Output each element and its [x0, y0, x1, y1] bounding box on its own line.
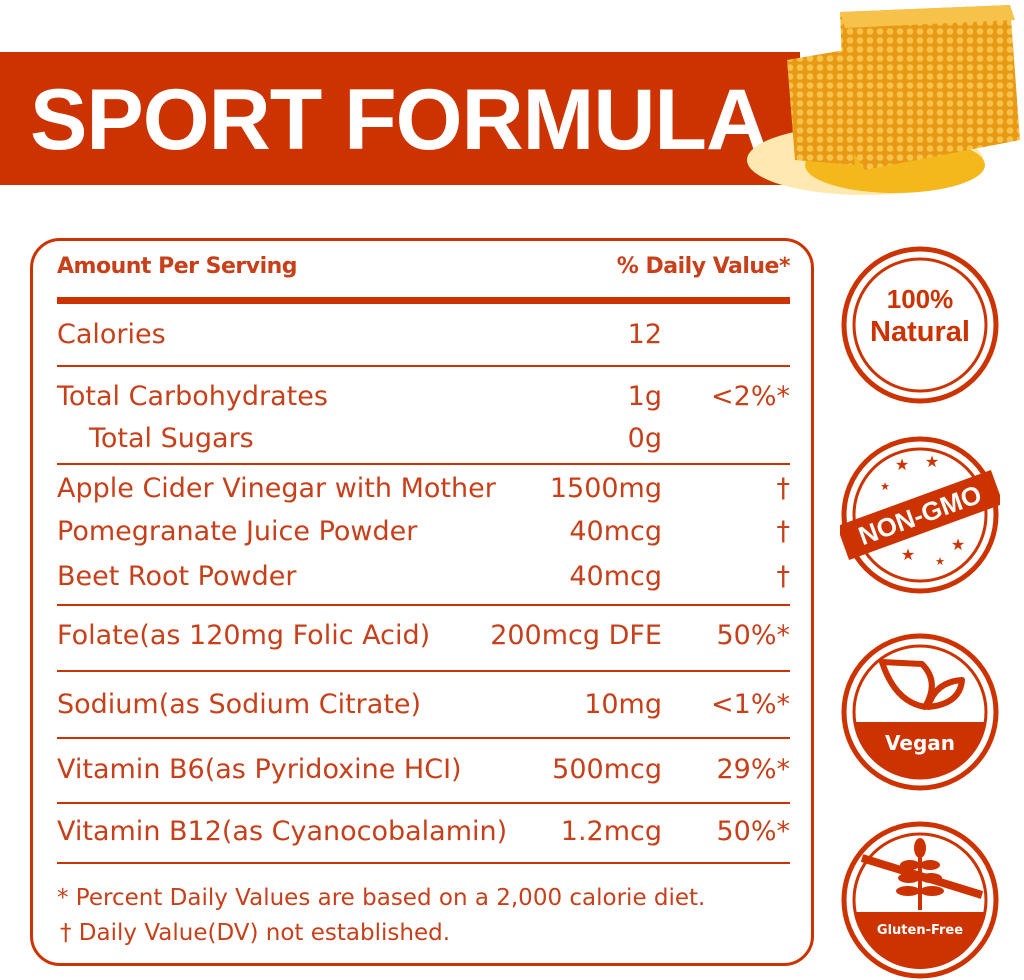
gluten-free-badge: Gluten-Free [841, 821, 999, 979]
row-divider [57, 670, 790, 672]
row-divider [57, 604, 790, 606]
nutrient-dv: 50%* [716, 816, 790, 847]
leaf-icon [879, 659, 965, 710]
nutrient-name: Apple Cider Vinegar with Mother [57, 473, 496, 504]
nutrient-dv: † [776, 561, 791, 592]
natural-badge-line2: Natural [870, 316, 970, 348]
nutrient-amount: 40mcg [569, 561, 662, 592]
nutrient-name: Folate(as 120mg Folic Acid) [57, 620, 431, 651]
amount-per-serving-header: Amount Per Serving [57, 254, 298, 279]
nutrient-name: Total Sugars [89, 423, 254, 454]
nutrient-name: Vitamin B12(as Cyanocobalamin) [57, 816, 508, 847]
table-row: Calories 12 [57, 317, 790, 353]
prohibited-slash [860, 854, 984, 899]
table-row: Beet Root Powder 40mcg † [57, 559, 790, 595]
header-divider [57, 297, 790, 304]
star-icon: ★ ★ ★ ★ ★ ★ [880, 452, 965, 568]
nutrient-amount: 500mcg [552, 754, 662, 785]
vegan-badge: Vegan [841, 633, 999, 791]
nutrient-amount: 200mcg DFE [490, 620, 662, 651]
table-row: Sodium(as Sodium Citrate) 10mg <1%* [57, 687, 790, 723]
title-banner [0, 52, 800, 185]
gluten-free-label: Gluten-Free [877, 923, 963, 938]
nutrient-amount: 0g [627, 423, 662, 454]
table-row: Total Sugars 0g [57, 421, 790, 457]
nutrient-name: Calories [57, 319, 166, 350]
svg-text:★: ★ [951, 535, 965, 554]
nutrient-name: Pomegranate Juice Powder [57, 516, 418, 547]
nutrient-amount: 12 [627, 319, 662, 350]
vegan-label: Vegan [885, 731, 955, 755]
nutrient-dv: <1%* [711, 689, 790, 720]
supplement-facts-panel [30, 238, 814, 966]
table-row: Vitamin B12(as Cyanocobalamin) 1.2mcg 50%* [57, 814, 790, 850]
page-title: SPORT FORMULA [30, 72, 768, 168]
svg-text:★: ★ [935, 555, 945, 568]
nutrient-amount: 1g [627, 381, 662, 412]
table-row: Vitamin B6(as Pyridoxine HCI) 500mcg 29%* [57, 752, 790, 788]
row-divider [57, 802, 790, 804]
nutrient-name: Vitamin B6(as Pyridoxine HCI) [57, 754, 462, 785]
row-divider [57, 862, 790, 864]
row-divider [57, 365, 790, 367]
table-row: Folate(as 120mg Folic Acid) 200mcg DFE 50%… [57, 618, 790, 654]
nutrient-dv: 29%* [716, 754, 790, 785]
nutrient-dv: † [776, 516, 791, 547]
nutrient-name: Beet Root Powder [57, 561, 297, 592]
table-row: Total Carbohydrates 1g <2%* [57, 379, 790, 415]
nutrient-amount: 10mg [584, 689, 662, 720]
svg-text:★: ★ [895, 455, 909, 474]
nutrient-dv: 50%* [716, 620, 790, 651]
nutrient-name: Sodium(as Sodium Citrate) [57, 689, 422, 720]
nutrient-amount: 1500mg [549, 473, 662, 504]
honeycomb-image [747, 5, 1020, 195]
svg-text:★: ★ [901, 545, 915, 564]
row-divider [57, 737, 790, 739]
table-row: Apple Cider Vinegar with Mother 1500mg † [57, 471, 790, 507]
nutrient-dv: <2%* [711, 381, 790, 412]
footnote-daily-values: * Percent Daily Values are based on a 2,… [57, 885, 706, 911]
footnote-dv-not-established: † Daily Value(DV) not established. [60, 920, 451, 946]
nutrient-amount: 40mcg [569, 516, 662, 547]
svg-text:★: ★ [925, 452, 939, 471]
row-divider [57, 463, 790, 465]
daily-value-header: % Daily Value* [616, 254, 791, 279]
natural-badge: 100% Natural [841, 246, 999, 404]
nutrient-dv: † [776, 473, 791, 504]
nutrient-name: Total Carbohydrates [57, 381, 328, 412]
svg-text:★: ★ [880, 480, 890, 493]
non-gmo-badge: ★ ★★ ★★ ★ NON-GMO [840, 436, 1000, 594]
table-row: Pomegranate Juice Powder 40mcg † [57, 514, 790, 550]
nutrient-amount: 1.2mcg [560, 816, 662, 847]
natural-badge-line1: 100% [887, 284, 954, 314]
